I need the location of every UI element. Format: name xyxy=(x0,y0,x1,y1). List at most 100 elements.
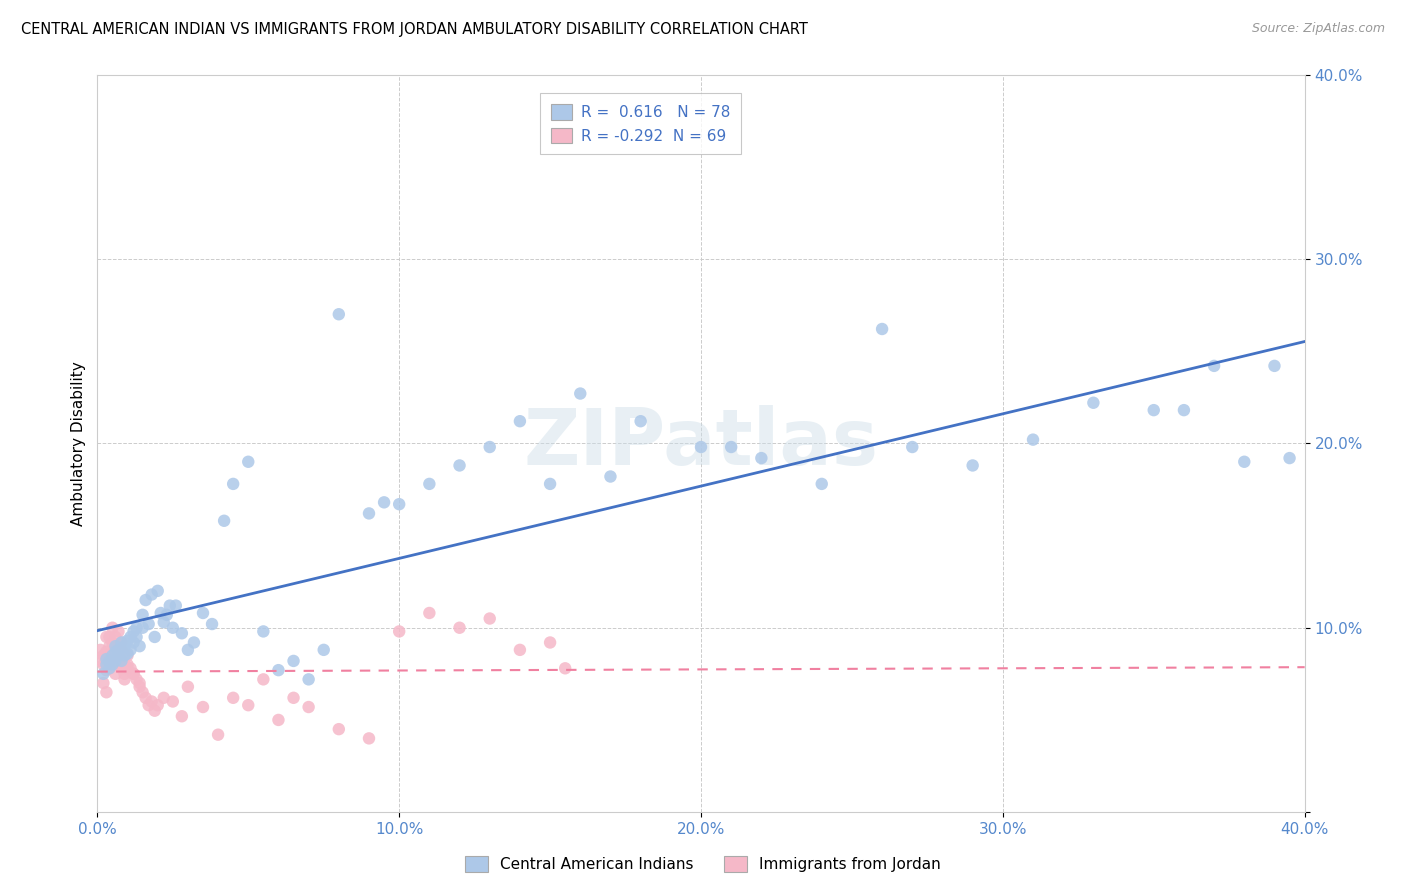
Point xyxy=(152,690,174,705)
Point xyxy=(478,611,501,625)
Point xyxy=(117,648,139,663)
Point xyxy=(98,654,121,668)
Point xyxy=(120,630,142,644)
Point xyxy=(238,698,260,713)
Point xyxy=(141,694,163,708)
Point xyxy=(101,657,124,672)
Point xyxy=(720,440,742,454)
Point xyxy=(478,440,501,454)
Point xyxy=(98,652,121,666)
Point xyxy=(962,458,984,473)
Point xyxy=(107,639,129,653)
Point xyxy=(509,643,531,657)
Point xyxy=(107,624,129,639)
Point xyxy=(98,661,121,675)
Point xyxy=(183,635,205,649)
Point xyxy=(152,615,174,630)
Point xyxy=(128,676,150,690)
Point xyxy=(143,704,166,718)
Point xyxy=(122,666,145,681)
Text: CENTRAL AMERICAN INDIAN VS IMMIGRANTS FROM JORDAN AMBULATORY DISABILITY CORRELAT: CENTRAL AMERICAN INDIAN VS IMMIGRANTS FR… xyxy=(21,22,808,37)
Point xyxy=(114,648,136,663)
Point xyxy=(1233,455,1256,469)
Point xyxy=(1022,433,1045,447)
Point xyxy=(101,635,124,649)
Point xyxy=(98,630,121,644)
Point xyxy=(107,643,129,657)
Point xyxy=(122,635,145,649)
Point xyxy=(165,599,187,613)
Point xyxy=(93,657,115,672)
Point xyxy=(328,722,350,736)
Point xyxy=(120,661,142,675)
Point xyxy=(125,621,148,635)
Point xyxy=(1173,403,1195,417)
Point xyxy=(131,685,153,699)
Point xyxy=(1278,451,1301,466)
Point xyxy=(357,507,380,521)
Point xyxy=(509,414,531,428)
Point xyxy=(222,476,245,491)
Point xyxy=(207,728,229,742)
Point xyxy=(110,635,132,649)
Point xyxy=(252,624,274,639)
Point xyxy=(135,690,157,705)
Point xyxy=(104,666,127,681)
Point xyxy=(101,621,124,635)
Point xyxy=(104,645,127,659)
Point xyxy=(110,654,132,668)
Point xyxy=(101,657,124,672)
Point xyxy=(751,451,773,466)
Point xyxy=(114,673,136,687)
Point xyxy=(298,700,321,714)
Point xyxy=(599,469,621,483)
Point xyxy=(93,676,115,690)
Point xyxy=(1263,359,1285,373)
Point xyxy=(1143,403,1166,417)
Point xyxy=(449,458,471,473)
Point xyxy=(149,606,172,620)
Point xyxy=(569,386,592,401)
Point xyxy=(122,624,145,639)
Point xyxy=(901,440,924,454)
Point xyxy=(212,514,235,528)
Point xyxy=(177,680,200,694)
Point xyxy=(170,626,193,640)
Point xyxy=(328,307,350,321)
Point xyxy=(89,643,111,657)
Point xyxy=(138,698,160,713)
Point xyxy=(114,639,136,653)
Point xyxy=(96,654,118,668)
Point xyxy=(96,645,118,659)
Point xyxy=(128,639,150,653)
Point xyxy=(117,633,139,648)
Point xyxy=(690,440,713,454)
Point xyxy=(96,630,118,644)
Point xyxy=(283,690,305,705)
Point xyxy=(98,639,121,653)
Point xyxy=(96,657,118,672)
Point xyxy=(283,654,305,668)
Point xyxy=(630,414,652,428)
Point xyxy=(96,685,118,699)
Point xyxy=(162,621,184,635)
Point xyxy=(128,680,150,694)
Point xyxy=(312,643,335,657)
Point xyxy=(125,630,148,644)
Point xyxy=(110,652,132,666)
Point xyxy=(104,630,127,644)
Point xyxy=(93,666,115,681)
Point xyxy=(104,645,127,659)
Point xyxy=(89,654,111,668)
Point xyxy=(177,643,200,657)
Point xyxy=(117,657,139,672)
Point xyxy=(135,593,157,607)
Point xyxy=(107,657,129,672)
Point xyxy=(93,648,115,663)
Point xyxy=(418,606,440,620)
Point xyxy=(98,661,121,675)
Point xyxy=(554,661,576,675)
Point xyxy=(141,588,163,602)
Point xyxy=(114,657,136,672)
Legend: Central American Indians, Immigrants from Jordan: Central American Indians, Immigrants fro… xyxy=(457,848,949,880)
